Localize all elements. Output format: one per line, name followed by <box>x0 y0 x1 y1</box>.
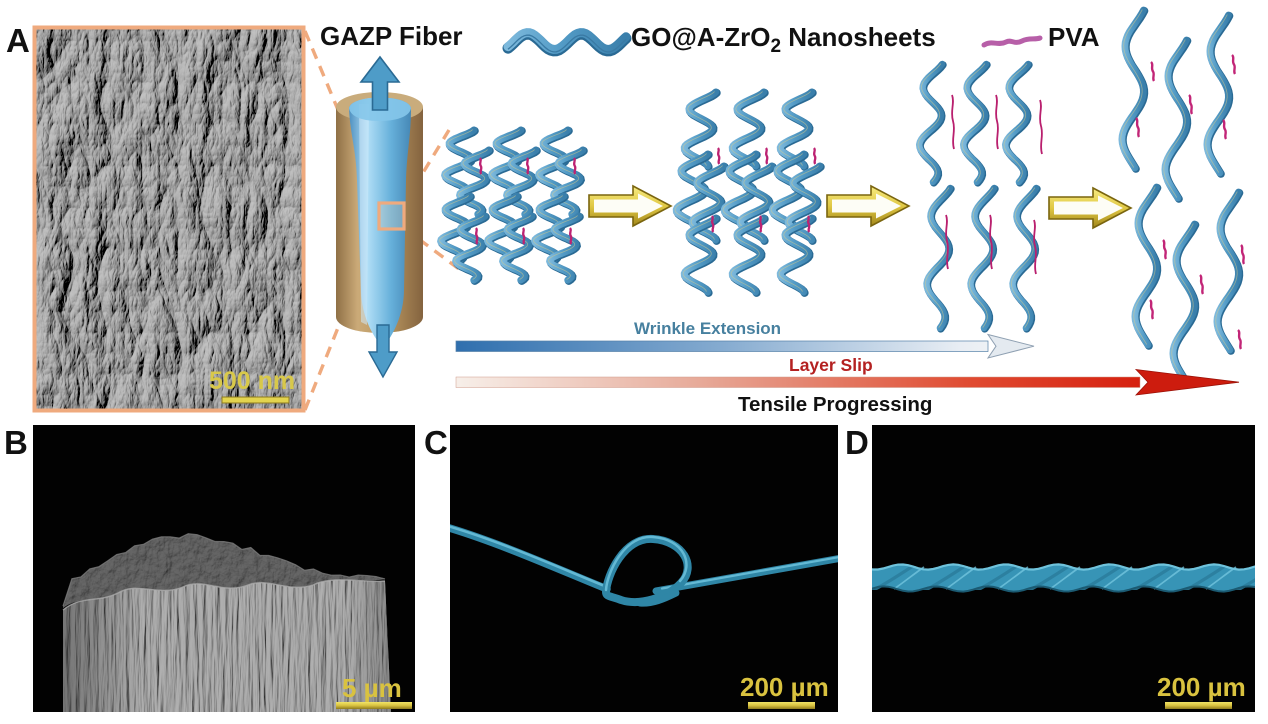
svg-text:500 nm: 500 nm <box>209 367 295 395</box>
svg-text:B: B <box>4 424 28 461</box>
svg-text:200 µm: 200 µm <box>740 672 829 702</box>
svg-text:5 µm: 5 µm <box>342 673 402 703</box>
svg-text:Layer Slip: Layer Slip <box>789 355 873 375</box>
svg-text:Tensile Progressing: Tensile Progressing <box>738 393 932 416</box>
svg-text:C: C <box>424 424 448 461</box>
svg-text:GAZP Fiber: GAZP Fiber <box>320 21 463 51</box>
svg-text:Wrinkle Extension: Wrinkle Extension <box>634 319 781 338</box>
svg-text:A: A <box>6 22 30 59</box>
svg-text:PVA: PVA <box>1048 22 1100 52</box>
svg-text:D: D <box>845 424 869 461</box>
svg-text:200 µm: 200 µm <box>1157 672 1246 702</box>
svg-text:GO@A-ZrO2 Nanosheets: GO@A-ZrO2 Nanosheets <box>631 22 936 57</box>
